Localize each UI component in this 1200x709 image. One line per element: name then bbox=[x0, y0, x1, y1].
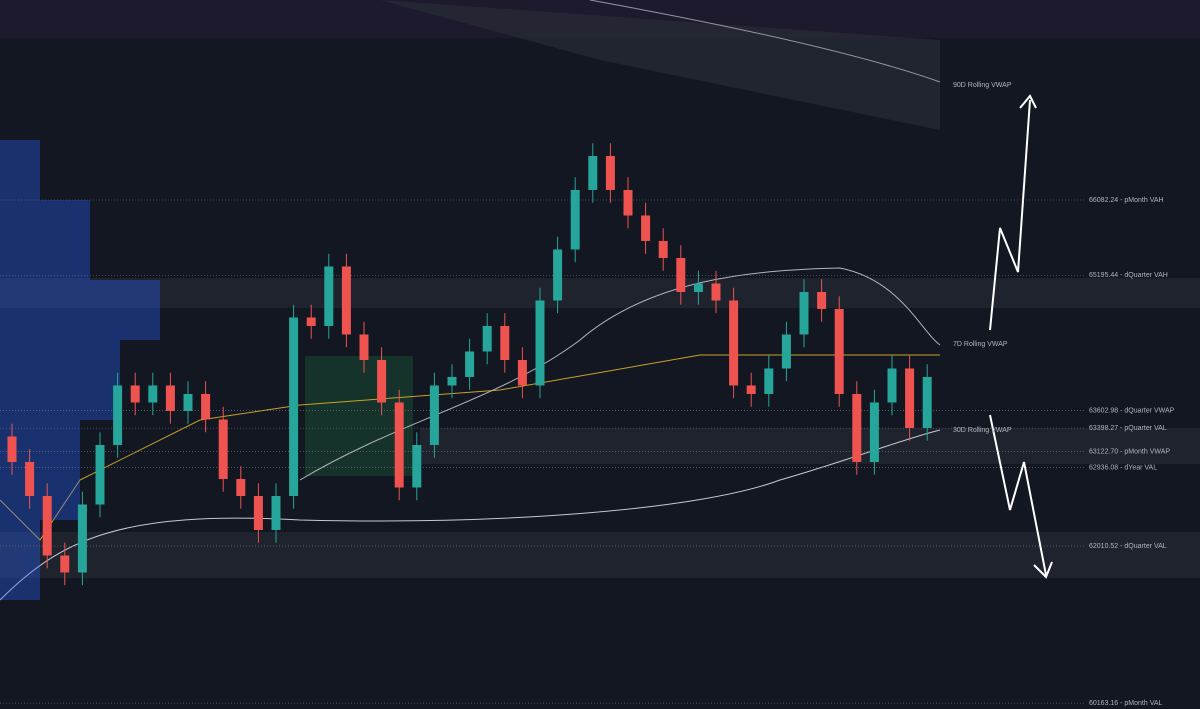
candle-body bbox=[148, 385, 158, 403]
level-label: 65195.44 - dQuarter VAH bbox=[1089, 272, 1168, 279]
candle-body bbox=[289, 317, 299, 496]
candle-body bbox=[852, 393, 862, 462]
candle-body bbox=[113, 385, 123, 445]
zone bbox=[0, 278, 1200, 308]
candle-body bbox=[465, 351, 475, 377]
candle-body bbox=[517, 359, 527, 386]
zone bbox=[420, 428, 1200, 464]
candle-body bbox=[887, 368, 897, 403]
annotation: 90D Rolling VWAP bbox=[953, 82, 1012, 89]
candle-body bbox=[236, 478, 246, 496]
candle-body bbox=[429, 385, 439, 445]
candle-body bbox=[781, 334, 791, 369]
candle-body bbox=[693, 283, 703, 292]
vwap-line-7d bbox=[299, 267, 941, 481]
candle-body bbox=[922, 376, 932, 428]
candle-body bbox=[746, 385, 756, 394]
candle-body bbox=[165, 385, 175, 411]
level-label: 66082.24 - pMonth VAH bbox=[1089, 197, 1164, 204]
arrow-up bbox=[989, 94, 1037, 331]
candle-body bbox=[77, 504, 87, 573]
candle-body bbox=[95, 444, 105, 505]
candle-body bbox=[570, 189, 580, 250]
candle-body bbox=[623, 189, 633, 216]
volume-profile bbox=[0, 140, 160, 600]
candle-body bbox=[25, 461, 35, 496]
candle-body bbox=[183, 393, 193, 411]
candle-body bbox=[553, 249, 563, 301]
candle-body bbox=[799, 291, 809, 335]
candle-body bbox=[341, 266, 351, 335]
candle-body bbox=[377, 359, 387, 403]
candle-body bbox=[201, 393, 211, 420]
level-label: 60163.16 - pMonth VAL bbox=[1089, 700, 1163, 707]
candle-body bbox=[271, 495, 281, 530]
candle-body bbox=[711, 283, 721, 301]
candle-body bbox=[535, 300, 545, 386]
candle-body bbox=[359, 334, 369, 360]
level-label: 62936.08 - dYear VAL bbox=[1089, 464, 1157, 471]
vwap-line-30d bbox=[0, 429, 941, 601]
zone bbox=[0, 532, 1200, 578]
candle-body bbox=[130, 385, 140, 403]
candle-body bbox=[729, 300, 739, 386]
candle-body bbox=[218, 419, 228, 479]
candle-body bbox=[42, 495, 52, 556]
annotation: 30D Rolling VWAP bbox=[953, 427, 1012, 434]
candle-body bbox=[482, 325, 492, 352]
candle-body bbox=[7, 436, 17, 462]
arrow-down bbox=[989, 414, 1053, 579]
candle-body bbox=[447, 376, 457, 386]
candle-body bbox=[253, 495, 263, 530]
vwap-line-90d bbox=[589, 0, 941, 83]
level-label: 63602.98 - dQuarter VWAP bbox=[1089, 408, 1175, 415]
vwap-band-90d bbox=[380, 0, 940, 130]
candle-body bbox=[676, 257, 686, 292]
candle-body bbox=[394, 402, 404, 488]
plot: 66082.24 - pMonth VAH 65195.44 - dQuarter… bbox=[0, 82, 1175, 707]
level-label: 63398.27 - pQuarter VAL bbox=[1089, 425, 1167, 432]
candle-body bbox=[588, 155, 598, 190]
candle-body bbox=[324, 266, 334, 326]
candle-body bbox=[605, 155, 615, 190]
candle-body bbox=[500, 325, 510, 360]
candle-body bbox=[60, 555, 70, 573]
candle-body bbox=[905, 368, 915, 428]
candle-body bbox=[834, 308, 844, 394]
candle-body bbox=[658, 240, 668, 258]
candle-body bbox=[641, 215, 651, 241]
level-label: 62010.52 - dQuarter VAL bbox=[1089, 543, 1167, 550]
candle-body bbox=[412, 444, 422, 488]
level-label: 63122.70 - pMonth VWAP bbox=[1089, 448, 1170, 455]
candle-body bbox=[306, 317, 316, 326]
candle-body bbox=[817, 291, 827, 309]
candle-body bbox=[764, 368, 774, 394]
candle-body bbox=[869, 402, 879, 462]
annotation: 7D Rolling VWAP bbox=[953, 341, 1008, 348]
